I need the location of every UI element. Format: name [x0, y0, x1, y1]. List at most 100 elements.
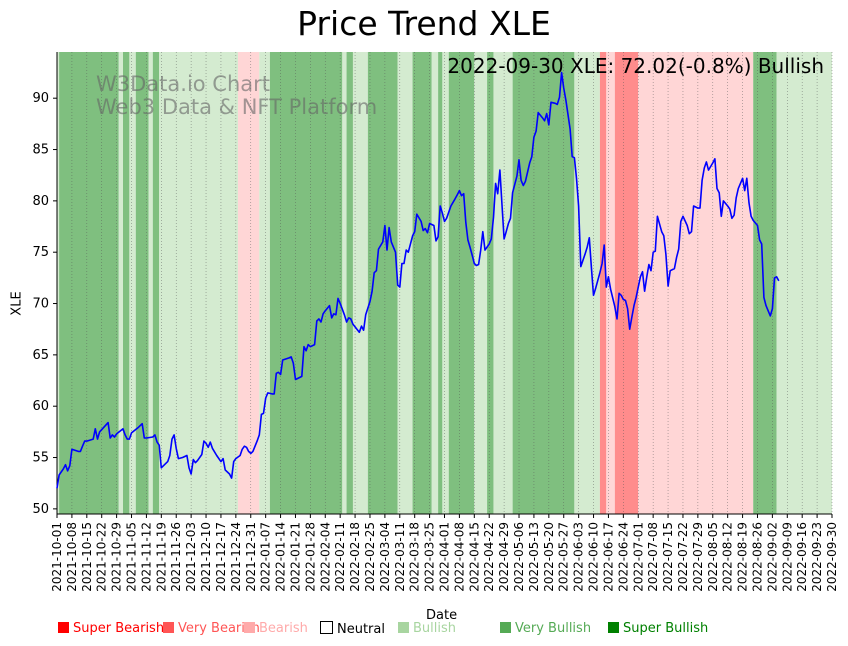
regime-band-bearish [606, 52, 615, 514]
x-tick-label: 2021-12-03 [184, 522, 198, 592]
y-tick-label: 55 [32, 451, 49, 466]
x-tick-label: 2022-02-11 [333, 522, 347, 592]
regime-band-very-bullish [512, 52, 575, 514]
price-headline: 2022-09-30 XLE: 72.02(-0.8%) Bullish [447, 54, 824, 78]
regime-band-bullish [148, 52, 153, 514]
x-tick-label: 2021-10-01 [50, 522, 64, 592]
x-tick-label: 2021-12-24 [229, 522, 243, 592]
x-tick-label: 2021-10-15 [80, 522, 94, 592]
regime-band-very-bullish [487, 52, 494, 514]
legend-label: Super Bullish [623, 621, 709, 636]
regime-band-very-bullish [346, 52, 353, 514]
regime-band-bullish [397, 52, 413, 514]
x-tick-label: 2022-06-10 [587, 522, 601, 592]
regime-band-bullish [776, 52, 832, 514]
regime-band-very-bullish [59, 52, 119, 514]
legend-item: Neutral [320, 621, 385, 637]
regime-band-bullish [259, 52, 270, 514]
regime-band-bullish [129, 52, 136, 514]
x-tick-label: 2022-09-09 [780, 522, 794, 592]
y-tick-label: 65 [32, 348, 49, 363]
x-tick-label: 2021-12-10 [199, 522, 213, 592]
x-tick-label: 2022-03-11 [393, 522, 407, 592]
x-tick-label: 2022-08-26 [750, 522, 764, 592]
x-tick-label: 2021-11-05 [125, 522, 139, 592]
regime-band-very-bearish [599, 52, 607, 514]
regime-band-very-bullish [135, 52, 149, 514]
legend-label: Very Bearish [178, 621, 260, 636]
x-tick-label: 2021-10-22 [95, 522, 109, 592]
y-tick-label: 75 [32, 245, 49, 260]
legend-item: Very Bullish [500, 621, 591, 636]
x-tick-label: 2022-02-25 [363, 522, 377, 592]
x-tick-label: 2022-04-08 [452, 522, 466, 592]
regime-band-bullish [574, 52, 600, 514]
x-tick-label: 2021-10-29 [110, 522, 124, 592]
regime-band-very-bullish [412, 52, 432, 514]
x-tick-label: 2022-05-13 [527, 522, 541, 592]
x-tick-label: 2022-06-24 [616, 522, 630, 592]
regime-band-very-bullish [269, 52, 343, 514]
x-tick-label: 2021-11-12 [139, 522, 153, 592]
x-axis-label: Date [426, 608, 458, 623]
regime-band-bullish [57, 52, 60, 514]
x-tick-label: 2022-02-04 [318, 522, 332, 592]
x-tick-label: 2022-03-25 [423, 522, 437, 592]
x-tick-label: 2022-07-01 [631, 522, 645, 592]
regime-band-very-bearish [614, 52, 639, 514]
x-tick-label: 2022-03-18 [408, 522, 422, 592]
x-tick-label: 2022-08-19 [736, 522, 750, 592]
x-tick-label: 2022-06-03 [572, 522, 586, 592]
x-tick-label: 2022-04-22 [482, 522, 496, 592]
x-tick-label: 2022-08-05 [706, 522, 720, 592]
regime-band-bearish [237, 52, 260, 514]
x-tick-label: 2022-07-29 [691, 522, 705, 592]
regime-band-very-bullish [123, 52, 130, 514]
x-tick-label: 2021-10-08 [65, 522, 79, 592]
regime-band-bullish [352, 52, 368, 514]
x-tick-label: 2022-01-21 [288, 522, 302, 592]
regime-band-bullish [442, 52, 449, 514]
regime-band-very-bullish [448, 52, 475, 514]
x-tick-label: 2022-04-15 [467, 522, 481, 592]
legend-swatch [500, 622, 511, 633]
legend-label: Neutral [337, 622, 385, 637]
x-tick-label: 2022-01-14 [274, 522, 288, 592]
y-tick-label: 50 [32, 502, 49, 517]
y-tick-label: 85 [32, 143, 49, 158]
x-tick-label: 2022-01-28 [303, 522, 317, 592]
legend-swatch [244, 622, 255, 633]
y-tick-label: 70 [32, 297, 49, 312]
regime-band-bullish [474, 52, 488, 514]
x-tick-label: 2022-05-20 [542, 522, 556, 592]
legend-label: Bearish [259, 621, 308, 636]
regime-band-very-bullish [438, 52, 443, 514]
legend-swatch [608, 622, 619, 633]
legend-item: Bearish [244, 621, 308, 636]
x-tick-label: 2022-09-30 [825, 522, 839, 592]
watermark-line-2: Web3 Data & NFT Platform [96, 95, 378, 119]
legend-swatch [320, 621, 333, 634]
x-tick-label: 2022-09-23 [810, 522, 824, 592]
x-tick-label: 2022-05-27 [557, 522, 571, 592]
chart-title: Price Trend XLE [297, 4, 551, 43]
y-tick-label: 90 [32, 91, 49, 106]
regime-band-very-bullish [152, 52, 160, 514]
regime-band-bearish [638, 52, 754, 514]
regime-band-very-bullish [753, 52, 777, 514]
x-tick-label: 2022-01-07 [259, 522, 273, 592]
x-tick-label: 2022-06-17 [601, 522, 615, 592]
legend-swatch [163, 622, 174, 633]
x-tick-label: 2021-12-31 [244, 522, 258, 592]
legend-swatch [58, 622, 69, 633]
legend-item: Super Bearish [58, 621, 164, 636]
legend-item: Bullish [398, 621, 456, 636]
regime-band-bullish [431, 52, 439, 514]
x-tick-label: 2021-12-17 [214, 522, 228, 592]
watermark-line-1: W3Data.io Chart [96, 72, 271, 96]
x-tick-label: 2022-09-16 [795, 522, 809, 592]
x-tick-label: 2022-07-22 [676, 522, 690, 592]
x-tick-label: 2022-02-18 [348, 522, 362, 592]
regime-band-bullish [118, 52, 124, 514]
x-tick-label: 2022-07-08 [646, 522, 660, 592]
